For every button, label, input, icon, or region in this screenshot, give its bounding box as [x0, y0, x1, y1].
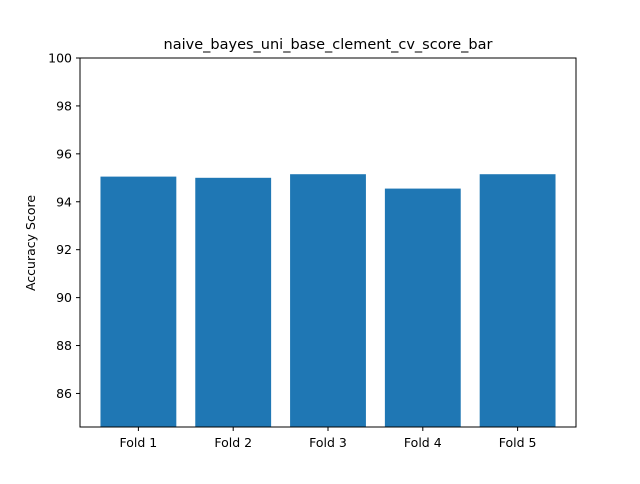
bar-fold-2 [195, 177, 272, 427]
bar-fold-4 [384, 188, 461, 427]
x-tick-label: Fold 4 [404, 435, 442, 450]
x-tick-label: Fold 3 [309, 435, 347, 450]
x-tick-label: Fold 2 [214, 435, 252, 450]
bar-fold-3 [290, 174, 366, 427]
plot-frame [79, 57, 577, 428]
x-tick-label: Fold 1 [120, 435, 158, 450]
y-axis-ticks: 86 88 90 92 94 96 98 100 [48, 51, 80, 401]
x-tick-label: Fold 5 [499, 435, 537, 450]
bar-fold-1 [100, 176, 177, 427]
y-tick-label: 86 [56, 386, 72, 401]
bars-group [100, 174, 556, 427]
y-axis-label: Accuracy Score [23, 195, 38, 291]
bar-fold-5 [479, 174, 556, 427]
y-tick-label: 92 [56, 242, 72, 257]
y-tick-label: 88 [56, 338, 72, 353]
y-tick-label: 96 [56, 146, 72, 161]
y-tick-label: 100 [48, 51, 72, 66]
y-tick-label: 90 [56, 290, 72, 305]
y-tick-label: 98 [56, 98, 72, 113]
x-axis-ticks: Fold 1 Fold 2 Fold 3 Fold 4 Fold 5 [120, 427, 537, 450]
chart-title: naive_bayes_uni_base_clement_cv_score_ba… [164, 37, 493, 53]
y-tick-label: 94 [56, 194, 72, 209]
